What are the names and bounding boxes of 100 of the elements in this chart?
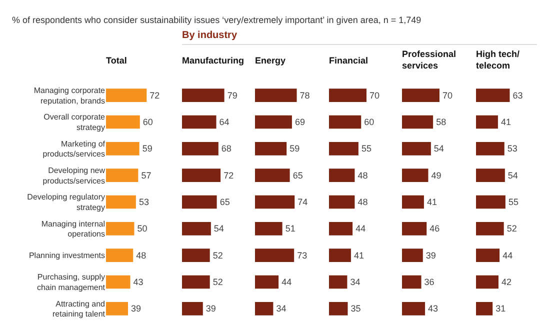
data-label: 78 <box>300 90 310 100</box>
bar <box>402 115 434 129</box>
data-label: 39 <box>426 250 436 260</box>
data-label: 79 <box>227 90 238 100</box>
data-label: 43 <box>428 304 438 314</box>
data-label: 34 <box>350 277 360 287</box>
bar <box>255 115 292 129</box>
bar <box>328 275 348 289</box>
y-tick-label: Managing corporate reputation, brands <box>34 86 106 106</box>
bar <box>255 88 298 102</box>
bar <box>106 302 128 316</box>
data-label: 72 <box>224 170 234 180</box>
data-label: 60 <box>142 117 153 127</box>
data-label: 41 <box>427 197 438 207</box>
y-tick-label: Purchasing, supply chain management <box>36 272 106 292</box>
chart-title: Financial <box>328 55 368 66</box>
data-label: 60 <box>364 117 374 127</box>
bar <box>328 115 361 129</box>
data-label: 44 <box>502 250 512 260</box>
bar <box>255 302 274 316</box>
data-label: 52 <box>212 277 223 287</box>
data-label: 69 <box>295 117 306 127</box>
data-label: 65 <box>220 197 230 207</box>
data-label: 55 <box>508 197 518 207</box>
bar <box>106 168 138 182</box>
data-label: 52 <box>506 224 516 234</box>
bar <box>402 275 422 289</box>
bar <box>328 88 366 102</box>
data-label: 72 <box>150 90 160 100</box>
bar <box>182 88 224 102</box>
data-label: 41 <box>354 250 364 260</box>
data-label: 63 <box>512 90 522 100</box>
bar <box>106 248 134 262</box>
bar <box>328 222 352 236</box>
data-label: 48 <box>358 170 368 180</box>
bar <box>476 142 504 156</box>
bar <box>476 275 498 289</box>
bar <box>182 115 216 129</box>
bar <box>402 302 426 316</box>
text: By industry <box>182 30 537 45</box>
data-label: 54 <box>214 224 224 234</box>
data-label: 74 <box>298 197 308 207</box>
bar <box>402 248 424 262</box>
data-label: 53 <box>138 197 149 207</box>
bar <box>328 195 355 209</box>
bar <box>328 248 351 262</box>
bar <box>182 195 217 209</box>
data-label: 48 <box>136 250 146 260</box>
data-label: 46 <box>430 224 440 234</box>
chart-title: High tech/ telecom <box>476 49 520 71</box>
bar <box>476 88 510 102</box>
data-label: 42 <box>501 277 512 287</box>
data-label: 35 <box>350 304 361 314</box>
data-label: 44 <box>355 224 366 234</box>
bar <box>182 142 218 156</box>
bar <box>476 115 498 129</box>
bar <box>255 168 290 182</box>
data-label: 70 <box>442 90 453 100</box>
bar <box>476 302 492 316</box>
data-label: 59 <box>142 144 152 154</box>
data-label: 68 <box>221 144 232 154</box>
data-label: 44 <box>282 277 292 287</box>
data-label: 73 <box>297 250 308 260</box>
bar <box>402 142 432 156</box>
bar <box>182 222 211 236</box>
chart-title: Manufacturing <box>182 55 244 66</box>
data-label: 70 <box>369 90 380 100</box>
data-label: 41 <box>500 117 511 127</box>
bar <box>328 142 358 156</box>
bar <box>328 168 355 182</box>
bar <box>255 142 287 156</box>
data-label: 48 <box>358 197 368 207</box>
bar <box>106 88 147 102</box>
data-label: 51 <box>286 224 296 234</box>
data-label: 53 <box>506 144 517 154</box>
data-label: 39 <box>206 304 216 314</box>
bar <box>182 248 210 262</box>
y-tick-label: Managing internal operations <box>41 219 106 239</box>
bar <box>476 222 504 236</box>
data-label: 57 <box>141 170 152 180</box>
data-label: 36 <box>424 277 434 287</box>
data-label: 39 <box>131 304 142 314</box>
data-label: 43 <box>133 277 144 287</box>
data-label: 54 <box>508 170 518 180</box>
bar <box>402 222 427 236</box>
data-label: 55 <box>361 144 372 154</box>
y-tick-label: Attracting and retaining talent <box>52 299 106 319</box>
bar <box>402 195 424 209</box>
data-label: 59 <box>290 144 300 154</box>
data-label: 65 <box>293 170 304 180</box>
bar <box>255 275 279 289</box>
bar <box>476 248 500 262</box>
bar <box>255 195 296 209</box>
bar <box>402 168 428 182</box>
bar <box>476 168 505 182</box>
data-label: 50 <box>137 224 148 234</box>
bar <box>106 115 140 129</box>
data-label: 58 <box>436 117 446 127</box>
bar <box>328 302 348 316</box>
chart-title: Professional services <box>402 49 456 71</box>
